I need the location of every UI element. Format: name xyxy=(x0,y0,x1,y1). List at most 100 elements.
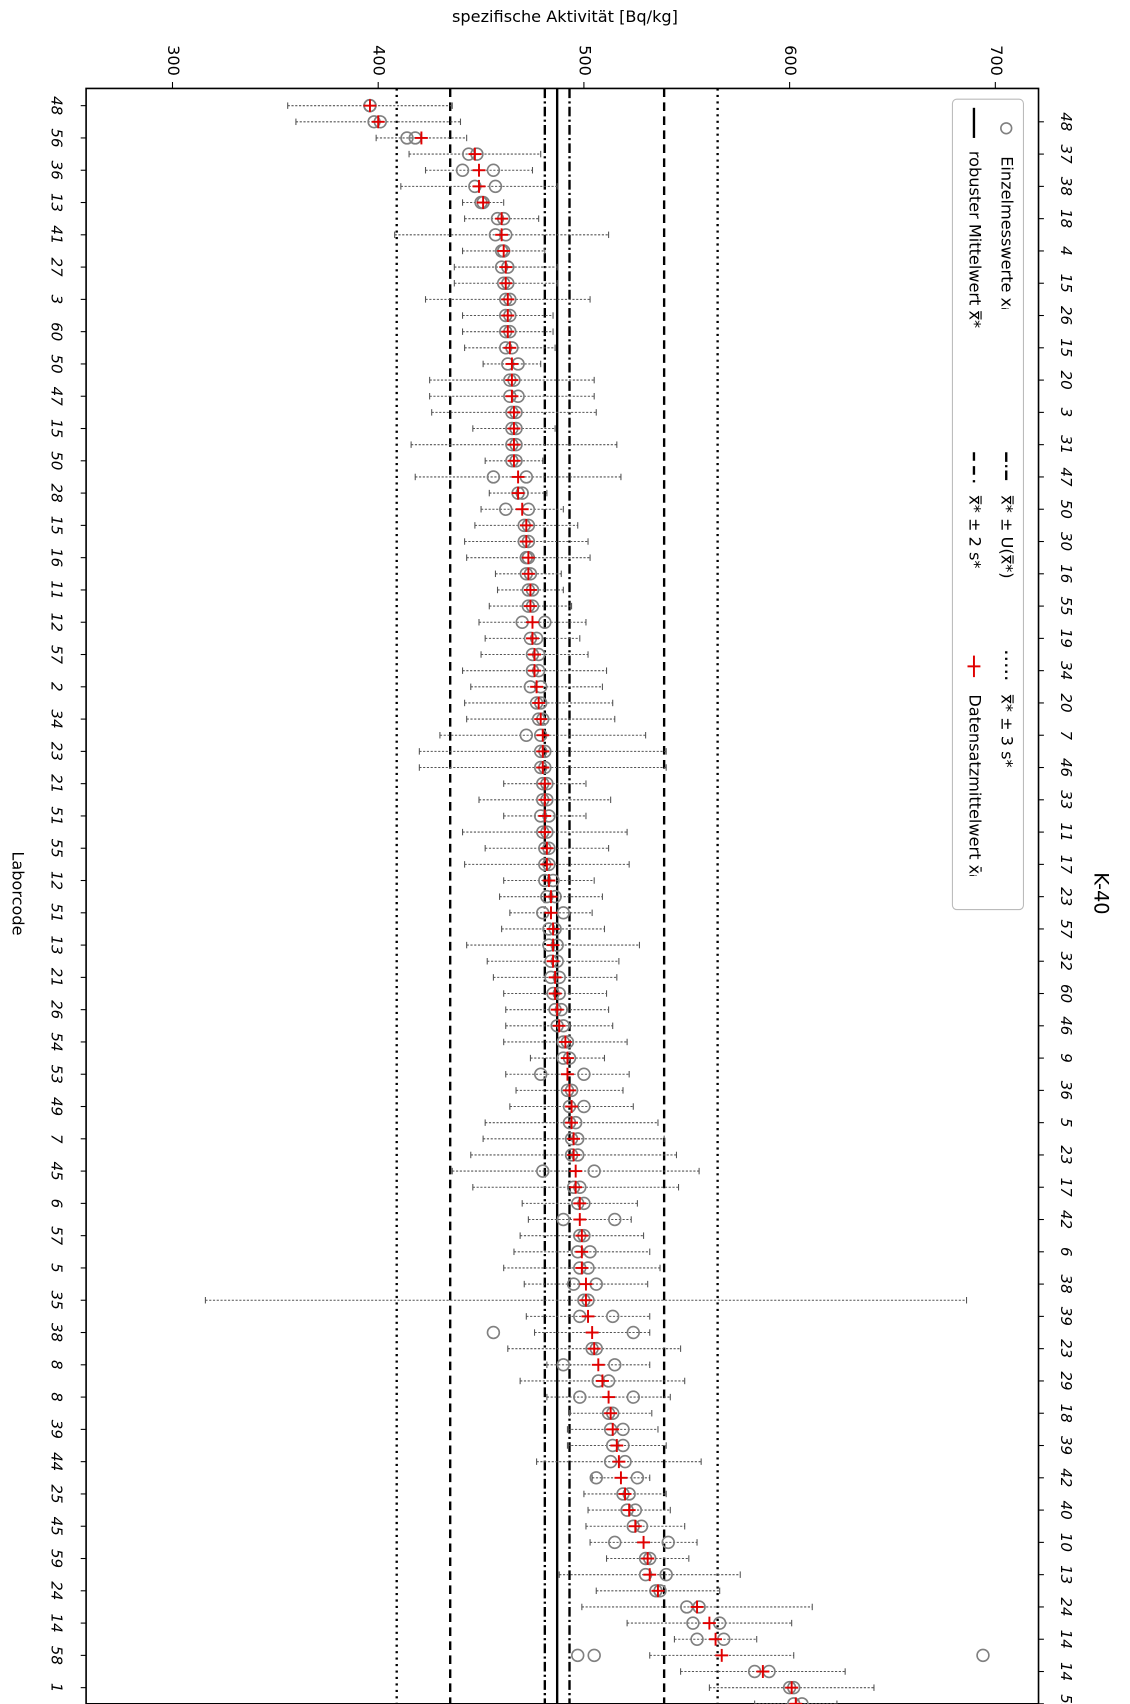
mean-marker xyxy=(528,664,541,678)
y-tick-label: 51 xyxy=(47,903,65,922)
y-tick-label: 57 xyxy=(47,1226,65,1246)
y-tick-label: 42 xyxy=(1057,1468,1075,1487)
mean-marker xyxy=(505,357,519,371)
y-tick-label: 21 xyxy=(47,774,65,793)
y-tick-label: 38 xyxy=(47,1323,65,1342)
mean-marker xyxy=(573,1196,587,1210)
measurement xyxy=(976,1648,990,1663)
measurement xyxy=(686,1616,700,1630)
y-tick-label: 1 xyxy=(47,1683,65,1693)
measurement xyxy=(556,1358,571,1372)
mean-marker xyxy=(581,1309,595,1323)
y-tick-label: 24 xyxy=(1057,1597,1075,1616)
y-tick-label: 53 xyxy=(47,1065,65,1084)
y-tick-label: 19 xyxy=(1057,629,1075,648)
mean-marker xyxy=(495,212,509,226)
mean-marker xyxy=(503,341,517,355)
y-tick-label: 13 xyxy=(1057,1565,1075,1584)
mean-marker xyxy=(526,631,539,645)
mean-marker xyxy=(618,1487,632,1501)
x-tick-label: 500 xyxy=(575,45,594,76)
measurement xyxy=(626,1390,641,1404)
y-tick-label: 15 xyxy=(1057,338,1075,357)
mean-marker xyxy=(538,825,552,839)
mean-marker xyxy=(546,954,560,968)
y-tick-label: 51 xyxy=(47,806,65,825)
y-tick-label: 2 xyxy=(47,682,65,692)
y-tick-label: 26 xyxy=(47,1000,65,1019)
mean-marker xyxy=(614,1471,628,1485)
y-tick-label: 29 xyxy=(1057,1371,1075,1390)
mean-marker xyxy=(573,1213,587,1226)
y-tick-label: 4 xyxy=(1057,246,1075,256)
y-tick-label: 47 xyxy=(1057,467,1075,487)
mean-marker xyxy=(505,389,519,403)
mean-marker xyxy=(538,793,552,807)
y-tick-label: 46 xyxy=(1057,758,1075,777)
mean-marker xyxy=(472,179,486,193)
mean-marker xyxy=(702,1616,716,1630)
mean-marker xyxy=(595,1374,609,1388)
mean-marker xyxy=(602,1390,616,1404)
y-tick-label: 23 xyxy=(1057,1339,1075,1358)
mean-marker xyxy=(546,938,560,952)
y-tick-label: 33 xyxy=(1057,790,1075,809)
y-tick-label: 6 xyxy=(1057,1247,1075,1257)
mean-marker xyxy=(507,405,521,419)
legend-label: Einzelmesswerte xᵢ xyxy=(998,156,1017,310)
mean-marker xyxy=(575,1245,589,1259)
legend-label: Datensatzmittelwert x̄ᵢ xyxy=(965,694,984,877)
mean-marker xyxy=(690,1600,704,1614)
y-tick-label: 57 xyxy=(47,645,65,665)
mean-marker xyxy=(511,486,525,500)
mean-marker xyxy=(560,1067,574,1081)
y-tick-label: 14 xyxy=(1057,1662,1075,1681)
mean-marker xyxy=(575,1261,589,1275)
mean-marker xyxy=(542,874,556,887)
y-tick-label: 7 xyxy=(47,1134,65,1144)
measurement xyxy=(577,1067,591,1081)
y-tick-label: 34 xyxy=(47,710,65,729)
x-axis-title: spezifische Aktivität [Bq/kg] xyxy=(452,7,678,26)
y-tick-label: 15 xyxy=(47,419,65,438)
mean-marker xyxy=(628,1519,642,1533)
measurement xyxy=(486,163,501,177)
y-tick-label: 50 xyxy=(1057,500,1075,519)
mean-marker xyxy=(756,1665,770,1678)
y-tick-label: 17 xyxy=(1057,1178,1075,1198)
mean-marker xyxy=(534,712,548,726)
mean-marker xyxy=(651,1584,665,1598)
y-tick-label: 45 xyxy=(47,1162,65,1181)
y-tick-label: 55 xyxy=(47,839,65,858)
measurement xyxy=(605,1309,620,1324)
measurement xyxy=(608,1212,622,1227)
measurement xyxy=(486,1325,501,1340)
mean-marker xyxy=(519,518,533,532)
y-axis-title: Laborcode xyxy=(9,851,28,935)
y-tick-label: 59 xyxy=(47,1549,65,1568)
y-tick-label: 6 xyxy=(47,1199,65,1209)
mean-marker xyxy=(499,260,513,274)
y-tick-label: 13 xyxy=(47,936,65,955)
mean-marker xyxy=(528,648,541,661)
x-tick-label: 600 xyxy=(781,45,800,76)
legend-label: robuster Mittelwert x̿* xyxy=(965,151,984,328)
measurement xyxy=(536,1164,550,1178)
y-tick-label: 3 xyxy=(47,295,65,305)
legend-label: x̿* ± 3 s* xyxy=(998,694,1017,767)
mean-marker xyxy=(591,1358,605,1372)
y-tick-label: 9 xyxy=(1057,1053,1075,1063)
mean-marker xyxy=(579,1277,593,1291)
mean-marker xyxy=(532,696,546,710)
y-tick-label: 5 xyxy=(1057,1118,1075,1128)
legend-label: x̿* ± 2 s* xyxy=(965,495,984,568)
y-tick-label: 7 xyxy=(1057,730,1075,740)
y-tick-label: 25 xyxy=(47,1484,65,1503)
mean-marker xyxy=(612,1455,626,1469)
mean-marker xyxy=(565,1116,579,1130)
mean-marker xyxy=(641,1552,655,1565)
mean-marker xyxy=(567,1148,581,1162)
y-tick-label: 38 xyxy=(1057,1275,1075,1294)
y-tick-label: 28 xyxy=(47,484,65,503)
mean-marker xyxy=(604,1406,618,1420)
